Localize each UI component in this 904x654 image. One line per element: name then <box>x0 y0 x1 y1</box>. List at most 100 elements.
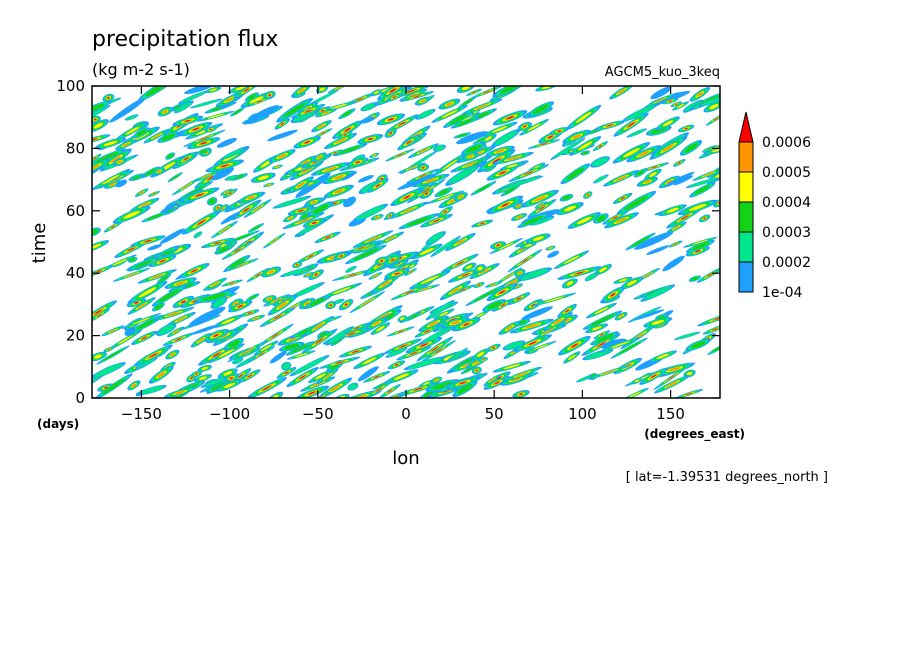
contour-fill <box>340 145 361 154</box>
contour-fill <box>202 293 227 301</box>
contour-fill <box>229 282 235 284</box>
contour-fill <box>494 130 518 146</box>
x-axis-units: (degrees_east) <box>644 427 745 442</box>
contour-fill <box>111 258 128 267</box>
contour-fill <box>181 183 191 190</box>
contour-fill <box>277 301 288 309</box>
contour-fill <box>92 229 99 235</box>
contour-fill <box>515 285 519 288</box>
contour-fill <box>202 174 211 178</box>
contour-fill <box>458 195 463 199</box>
y-axis-units: (days) <box>37 417 79 431</box>
contour-fill <box>258 352 265 356</box>
contour-fill <box>212 298 226 308</box>
contour-fill <box>505 279 519 287</box>
dataset-name: AGCM5_kuo_3keq <box>605 65 720 80</box>
contour-fill <box>176 316 186 322</box>
contour-fill <box>540 143 548 146</box>
contour-fill <box>684 127 688 130</box>
contour-fill <box>287 216 293 220</box>
contour-fill <box>366 236 380 242</box>
contour-fill <box>646 245 670 255</box>
contour-fill <box>172 330 179 334</box>
y-tick-label: 40 <box>66 264 85 282</box>
contour-fill <box>353 248 379 261</box>
contour-fill <box>228 340 240 348</box>
contour-fill <box>600 338 628 350</box>
contour-fill <box>110 155 122 163</box>
contour-fill <box>270 238 278 244</box>
contour-fill <box>553 139 583 158</box>
y-axis-label: time <box>29 223 50 264</box>
contour-fill <box>461 98 473 106</box>
contour-fill <box>150 274 164 279</box>
contour-fill <box>709 104 719 110</box>
contour-fill <box>388 118 394 121</box>
contour-fill <box>307 254 314 258</box>
contour-fill <box>267 297 272 301</box>
contour-fill <box>318 124 325 129</box>
contour-fill <box>272 298 281 303</box>
colorbar-label: 0.0006 <box>762 135 811 151</box>
contour-fill <box>596 215 606 222</box>
contour-fill <box>397 330 404 333</box>
contour-fill <box>333 338 342 345</box>
contour-fill <box>590 314 615 326</box>
contour-fill <box>420 343 428 347</box>
contour-fill <box>266 184 271 186</box>
contour-fill <box>413 387 423 391</box>
contour-fill <box>675 103 678 105</box>
contour-fill <box>542 327 554 335</box>
contour-fill <box>582 151 589 155</box>
contour-fill <box>475 137 486 143</box>
contour-fill <box>451 320 461 325</box>
contour-fill <box>220 226 229 233</box>
latitude-annotation: [ lat=-1.39531 degrees_north ] <box>626 470 828 485</box>
contour-fill <box>424 178 437 183</box>
contour-fill <box>432 381 454 390</box>
contour-fill <box>438 189 450 196</box>
contour-fill <box>501 203 509 207</box>
contour-fill <box>531 216 552 225</box>
contour-fill <box>571 343 578 348</box>
contour-fill <box>347 332 356 335</box>
contour-fill <box>321 132 325 135</box>
contour-fill <box>495 149 505 153</box>
contour-fill <box>376 325 385 332</box>
contour-fill <box>243 207 250 212</box>
contour-fill <box>598 145 602 148</box>
contour-fill <box>409 264 415 268</box>
contour-fill <box>373 274 378 278</box>
contour-fill <box>159 275 169 282</box>
contour-fill <box>649 171 657 178</box>
contour-fill <box>397 153 403 157</box>
contour-fill <box>524 323 539 329</box>
contour-fill <box>516 204 521 208</box>
contour-fill <box>428 301 452 319</box>
colorbar-legend: 1e-04 0.0002 0.0003 0.0004 0.0005 0.0006 <box>738 111 811 301</box>
contour-fill <box>405 290 413 294</box>
contour-fill <box>197 219 206 225</box>
contour-fill <box>140 202 150 208</box>
contour-fill <box>519 393 523 395</box>
contour-fill <box>136 318 157 330</box>
contour-fill <box>667 375 675 381</box>
contour-fill <box>585 350 611 360</box>
contour-fill <box>506 325 513 331</box>
contour-fill <box>212 352 221 357</box>
contour-fill <box>389 88 397 93</box>
contour-fill <box>465 265 473 270</box>
contour-fill <box>410 313 419 319</box>
chart-units: (kg m-2 s-1) <box>92 60 190 79</box>
contour-fill <box>115 179 128 188</box>
contour-fill <box>282 362 291 370</box>
contour-fill <box>312 204 329 214</box>
contour-fill <box>433 219 440 223</box>
contour-fill <box>666 179 673 184</box>
contour-fill <box>662 144 675 152</box>
contour-fill <box>392 96 397 99</box>
y-tick-label: 0 <box>75 389 85 407</box>
contour-fill <box>260 344 272 352</box>
contour-fill <box>445 102 453 106</box>
contour-fill <box>563 205 577 212</box>
